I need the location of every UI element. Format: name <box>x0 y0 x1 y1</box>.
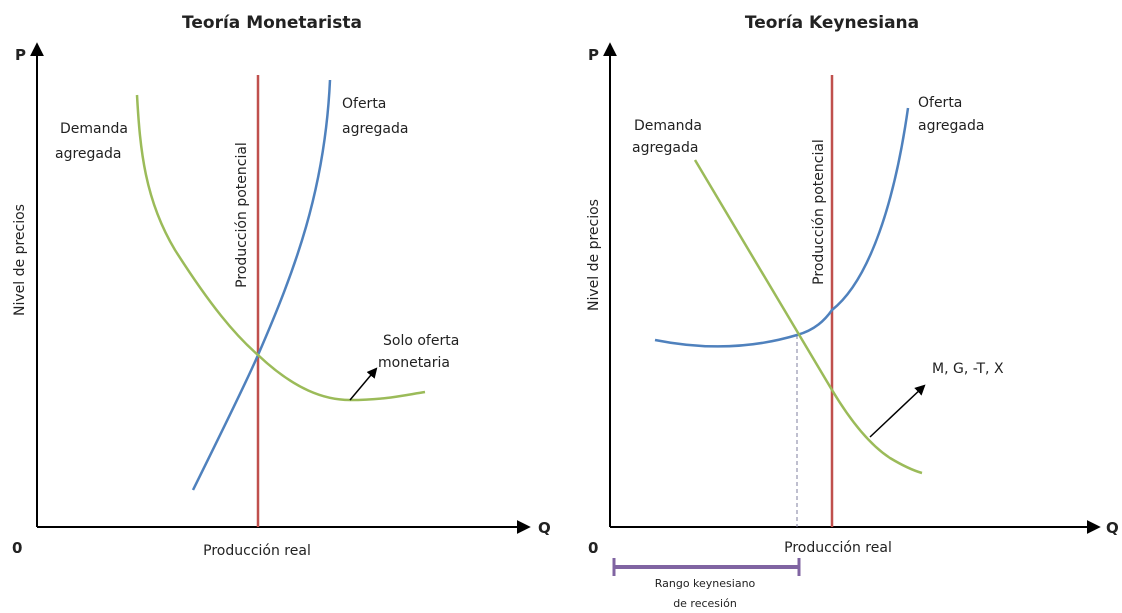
demand-label: Demanda <box>60 121 128 137</box>
range-label: Rango keynesiano <box>655 577 756 590</box>
supply-label: Oferta <box>918 95 962 111</box>
shift-label: monetaria <box>378 355 450 371</box>
title: Teoría Keynesiana <box>745 13 919 33</box>
panel-monetarista: Teoría Monetarista P Q 0 Nivel de precio… <box>12 13 551 559</box>
origin: 0 <box>588 539 598 557</box>
shift-label: Solo oferta <box>383 333 459 349</box>
supply-curve <box>654 107 910 348</box>
y-label: Nivel de precios <box>586 199 602 311</box>
y-axis-letter: P <box>15 46 26 64</box>
origin: 0 <box>12 539 22 557</box>
supply-label: Oferta <box>342 96 386 112</box>
demand-label: Demanda <box>634 118 702 134</box>
vertical-label: Producción potencial <box>811 139 827 285</box>
y-label: Nivel de precios <box>12 204 28 316</box>
shift-label: M, G, -T, X <box>932 361 1004 377</box>
demand-label: agregada <box>632 140 698 156</box>
title: Teoría Monetarista <box>182 13 362 33</box>
y-axis-letter: P <box>588 46 599 64</box>
demand-curve <box>693 159 923 475</box>
demand-curve <box>135 94 426 402</box>
panel-keynesiana: Teoría Keynesiana P Q 0 Nivel de precios… <box>586 13 1119 610</box>
vertical-label: Producción potencial <box>234 142 250 288</box>
supply-label: agregada <box>342 121 408 137</box>
x-label: Producción real <box>784 540 892 556</box>
supply-curve <box>191 79 332 491</box>
x-label: Producción real <box>203 543 311 559</box>
x-axis-letter: Q <box>1106 519 1119 537</box>
demand-label: agregada <box>55 146 121 162</box>
supply-label: agregada <box>918 118 984 134</box>
shift-arrow <box>869 384 926 438</box>
x-axis-letter: Q <box>538 519 551 537</box>
shift-arrow <box>349 367 378 401</box>
range-label: de recesión <box>673 597 737 610</box>
